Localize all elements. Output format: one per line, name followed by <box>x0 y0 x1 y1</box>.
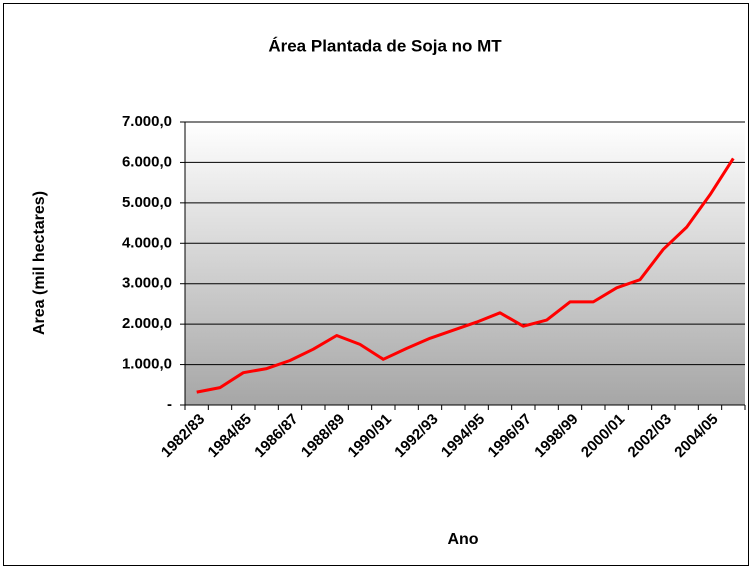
data-line <box>196 157 735 394</box>
y-tick-label: - <box>167 396 172 413</box>
y-tick-label: 2.000,0 <box>122 315 172 332</box>
plot-area <box>185 122 745 405</box>
y-tick-label: 5.000,0 <box>122 194 172 211</box>
y-tick-label: 6.000,0 <box>122 153 172 170</box>
y-tick-label: 1.000,0 <box>122 356 172 373</box>
y-tick-label: 4.000,0 <box>122 234 172 251</box>
y-axis-label: Area (mil hectares) <box>31 191 48 335</box>
x-axis-label: Ano <box>447 531 478 548</box>
y-tick-label: 7.000,0 <box>122 113 172 130</box>
chart-title: Área Plantada de Soja no MT <box>268 36 502 55</box>
y-tick-label: 3.000,0 <box>122 275 172 292</box>
